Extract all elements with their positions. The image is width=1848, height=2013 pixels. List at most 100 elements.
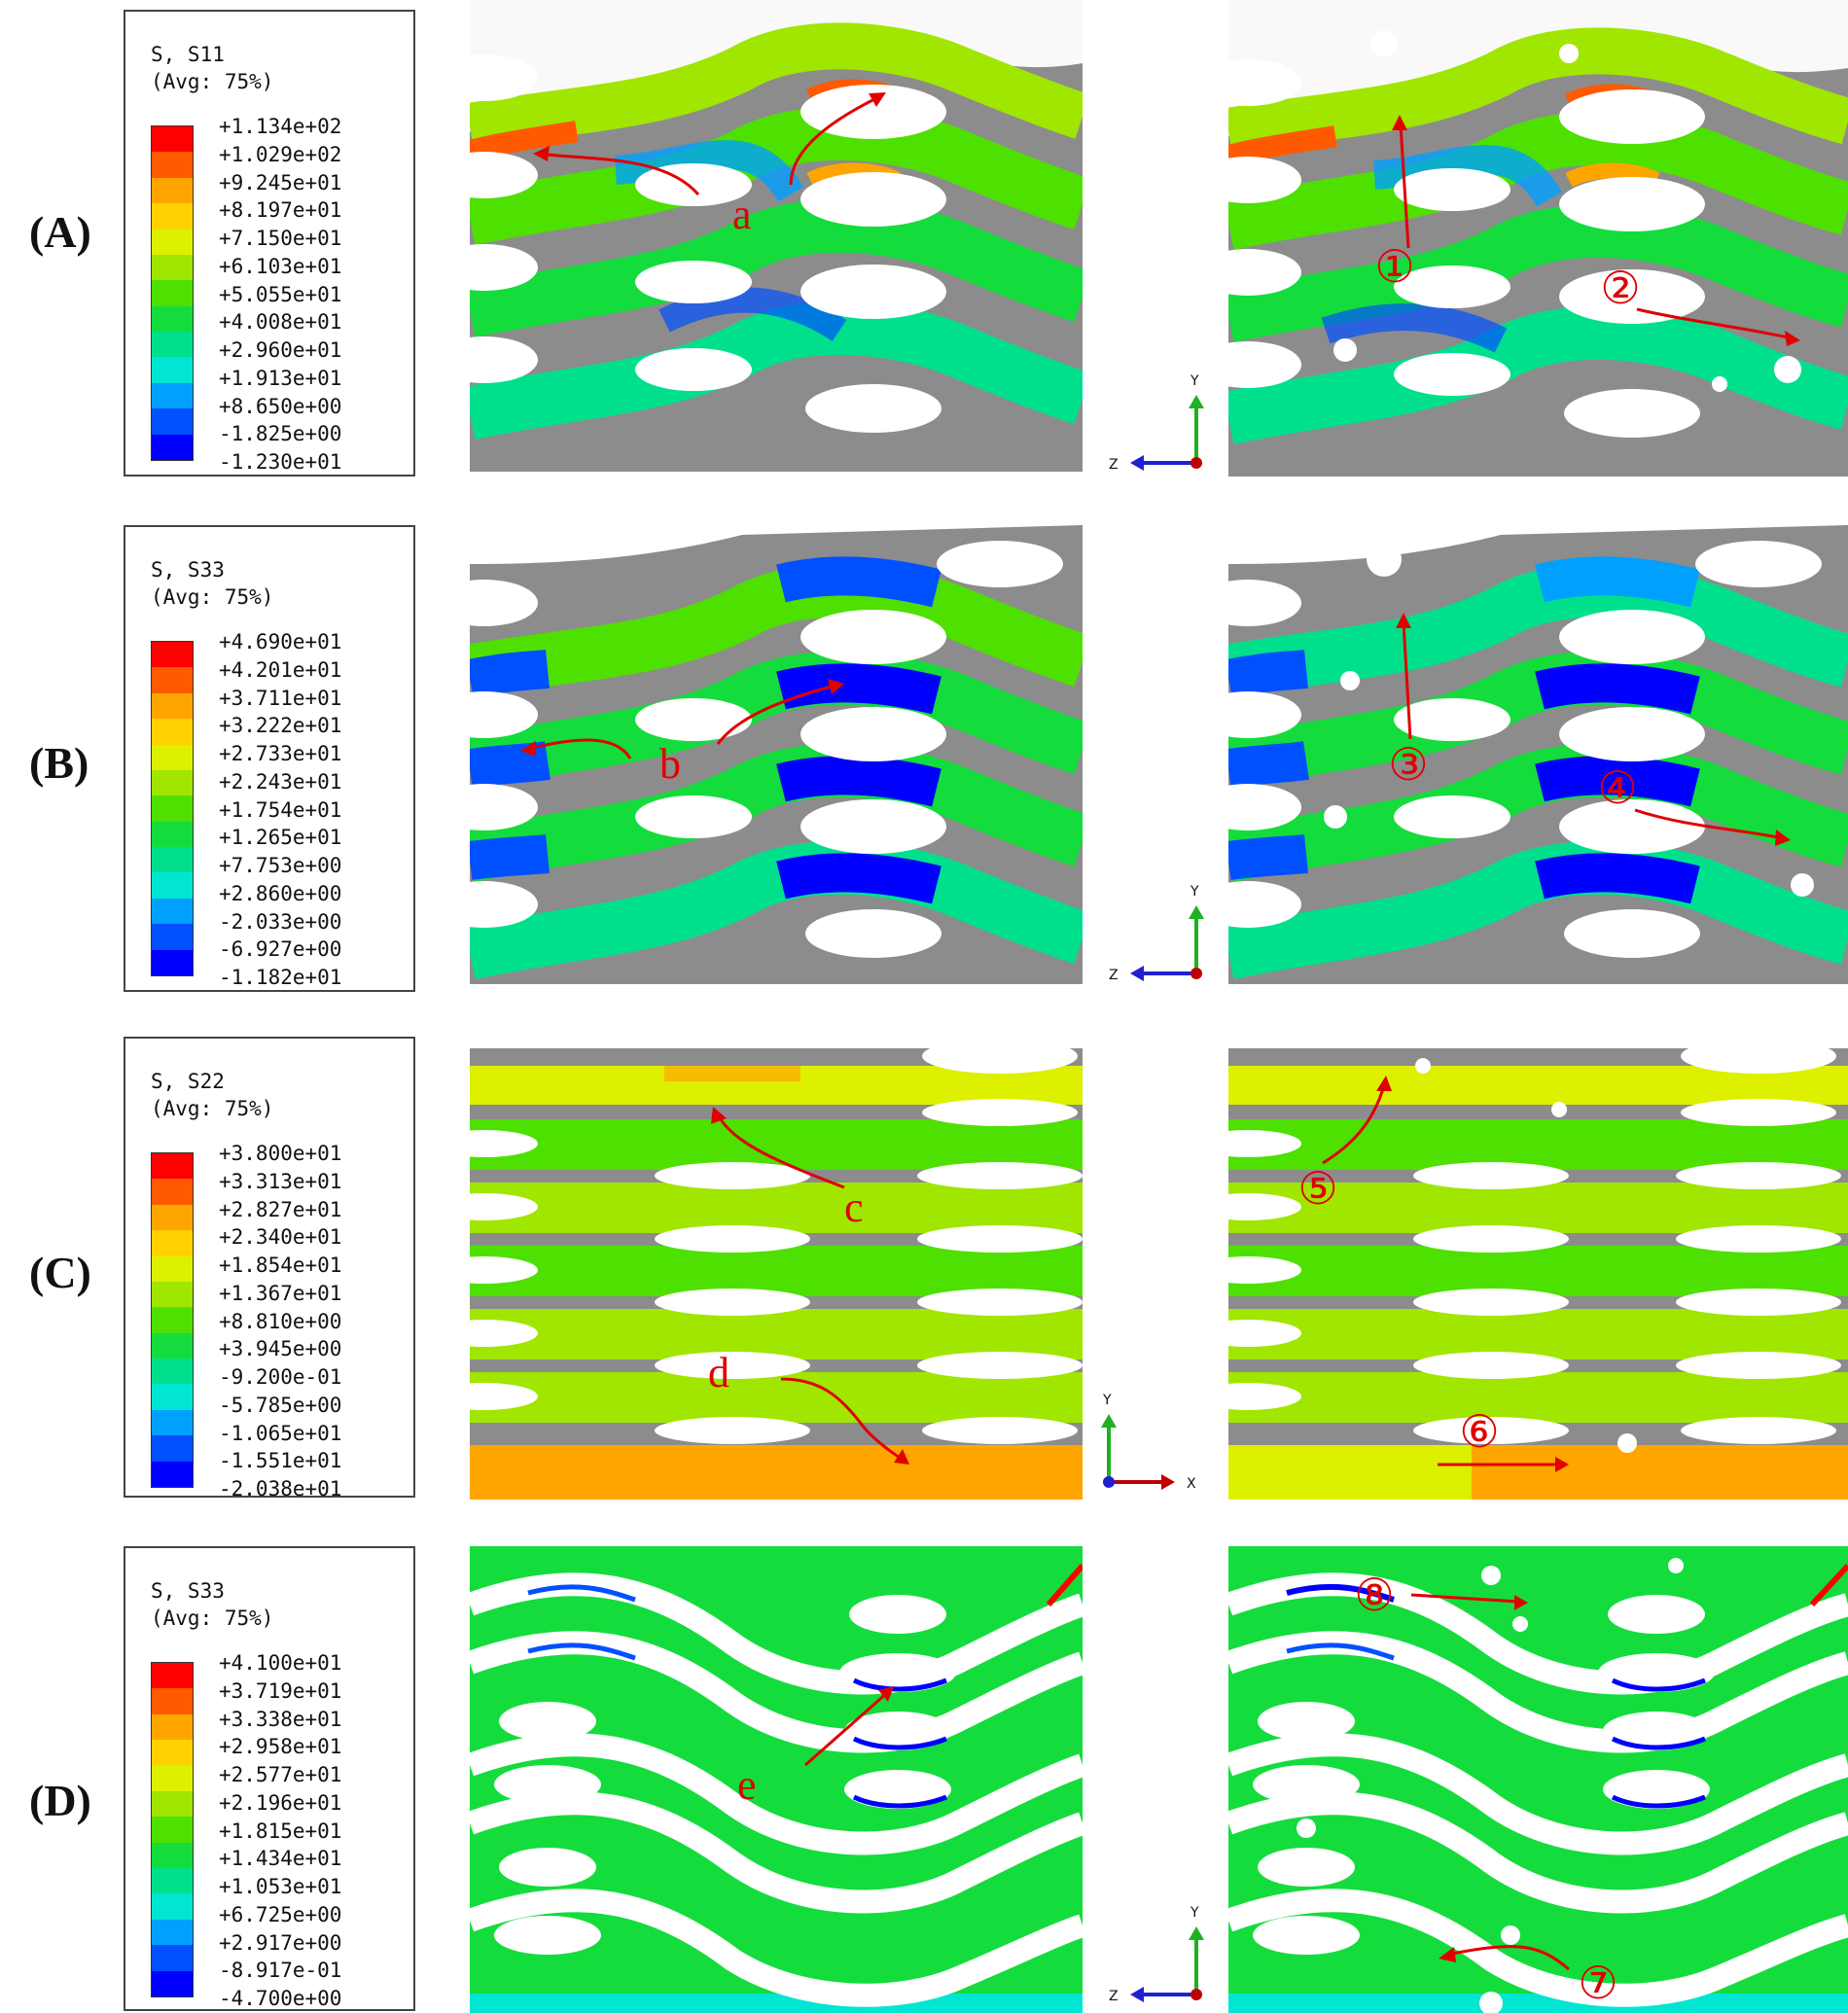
legend-value: -1.551e+01 bbox=[219, 1449, 342, 1473]
colorbar-segment bbox=[152, 1435, 193, 1462]
colorbar-d bbox=[151, 1662, 194, 1997]
legend-value: +1.134e+02 bbox=[219, 115, 342, 138]
legend-value: +1.815e+01 bbox=[219, 1819, 342, 1843]
annotation-e: e bbox=[737, 1761, 757, 1809]
legend-value: +3.719e+01 bbox=[219, 1678, 342, 1703]
axis-triad-b: Y Z bbox=[1099, 880, 1206, 987]
legend-value: +5.055e+01 bbox=[219, 282, 342, 306]
legend-value: +7.150e+01 bbox=[219, 227, 342, 250]
colorbar-segment bbox=[152, 1893, 193, 1920]
legend-value: -8.917e-01 bbox=[219, 1959, 342, 1983]
legend-c: S, S22 (Avg: 75%) +3.800e+01 +3.313e+01 +2… bbox=[124, 1037, 415, 1501]
legend-value: -1.825e+00 bbox=[219, 422, 342, 446]
legend-value: +1.367e+01 bbox=[219, 1281, 342, 1305]
colorbar-segment bbox=[152, 408, 193, 435]
legend-value: -2.038e+01 bbox=[219, 1477, 342, 1501]
legend-value: +8.197e+01 bbox=[219, 198, 342, 223]
legend-subtitle-b: (Avg: 75%) bbox=[151, 585, 274, 609]
legend-subtitle-c: (Avg: 75%) bbox=[151, 1097, 274, 1120]
axis-label-y-d: Y bbox=[1190, 1905, 1199, 1921]
legend-value: +2.827e+01 bbox=[219, 1197, 342, 1221]
legend-value: +3.945e+00 bbox=[219, 1337, 342, 1361]
legend-d: S, S33 (Avg: 75%) +4.100e+01 +3.719e+01 +3… bbox=[124, 1546, 415, 2011]
axis-label-h-c: X bbox=[1187, 1476, 1196, 1492]
colorbar-segment bbox=[152, 126, 193, 153]
axis-label-y-a: Y bbox=[1190, 373, 1199, 389]
legend-value: +2.577e+01 bbox=[219, 1763, 342, 1786]
colorbar-segment bbox=[152, 1740, 193, 1766]
legend-value: +3.338e+01 bbox=[219, 1707, 342, 1731]
axis-triad-d: Y Z bbox=[1099, 1901, 1206, 2008]
colorbar-segment bbox=[152, 152, 193, 178]
colorbar-segment bbox=[152, 1179, 193, 1205]
colorbar-segment bbox=[152, 280, 193, 306]
colorbar-segment bbox=[152, 203, 193, 230]
legend-value: +8.810e+00 bbox=[219, 1309, 342, 1333]
legend-subtitle-a: (Avg: 75%) bbox=[151, 70, 274, 93]
colorbar-segment bbox=[152, 795, 193, 822]
colorbar-segment bbox=[152, 1332, 193, 1359]
colorbar-segment bbox=[152, 1307, 193, 1333]
contour-plot-b-right: ③ ④ bbox=[1228, 525, 1848, 984]
legend-value: -4.700e+00 bbox=[219, 1987, 342, 2010]
colorbar-segment bbox=[152, 667, 193, 693]
legend-value: +7.753e+00 bbox=[219, 854, 342, 877]
legend-value: +1.754e+01 bbox=[219, 797, 342, 822]
legend-value: +6.725e+00 bbox=[219, 1902, 342, 1926]
colorbar-segment bbox=[152, 719, 193, 745]
legend-value: +1.053e+01 bbox=[219, 1875, 342, 1898]
legend-value: -2.033e+00 bbox=[219, 909, 342, 934]
colorbar-segment bbox=[152, 1281, 193, 1308]
legend-value: +8.650e+00 bbox=[219, 394, 342, 418]
axis-triad-a: Y Z bbox=[1099, 370, 1206, 477]
colorbar-b bbox=[151, 641, 194, 976]
annotation-7: ⑦ bbox=[1578, 1957, 1617, 2009]
legend-value: +1.029e+02 bbox=[219, 142, 342, 166]
contour-plot-d-left: e bbox=[470, 1546, 1083, 2013]
legend-value: +9.245e+01 bbox=[219, 170, 342, 194]
colorbar-segment bbox=[152, 949, 193, 975]
colorbar-segment bbox=[152, 177, 193, 204]
legend-value: +4.201e+01 bbox=[219, 657, 342, 682]
axis-label-h-b: Z bbox=[1109, 968, 1119, 983]
legend-value: +2.243e+01 bbox=[219, 769, 342, 794]
colorbar-a bbox=[151, 125, 194, 461]
legend-subtitle-d: (Avg: 75%) bbox=[151, 1607, 274, 1630]
annotation-1: ① bbox=[1374, 240, 1414, 293]
annotation-4: ④ bbox=[1597, 761, 1637, 814]
colorbar-segment bbox=[152, 1230, 193, 1256]
panel-label-d: (D) bbox=[29, 1776, 91, 1825]
legend-title-d: S, S33 bbox=[151, 1579, 225, 1603]
colorbar-segment bbox=[152, 1713, 193, 1741]
colorbar-segment bbox=[152, 1204, 193, 1231]
annotation-b: b bbox=[659, 740, 681, 788]
legend-value: +2.917e+00 bbox=[219, 1930, 342, 1955]
colorbar-segment bbox=[152, 872, 193, 899]
colorbar-segment bbox=[152, 1663, 193, 1689]
colorbar-segment bbox=[152, 357, 193, 383]
colorbar-segment bbox=[152, 332, 193, 358]
colorbar-segment bbox=[152, 692, 193, 720]
legend-value: +4.100e+01 bbox=[219, 1651, 342, 1675]
legend-a: S, S11 (Avg: 75%) +1.134e+02 +1.029e+02 +9… bbox=[124, 10, 415, 477]
legend-value: -1.182e+01 bbox=[219, 966, 342, 989]
legend-value: -1.230e+01 bbox=[219, 450, 342, 474]
annotation-d: d bbox=[708, 1349, 729, 1396]
colorbar-segment bbox=[152, 1765, 193, 1791]
annotation-3: ③ bbox=[1388, 738, 1428, 791]
annotation-2: ② bbox=[1600, 262, 1640, 314]
axis-label-h-d: Z bbox=[1109, 1989, 1119, 2004]
legend-value: -1.065e+01 bbox=[219, 1421, 342, 1445]
legend-value: +2.196e+01 bbox=[219, 1790, 342, 1815]
annotation-8: ⑧ bbox=[1354, 1569, 1394, 1621]
legend-title-b: S, S33 bbox=[151, 558, 225, 582]
contour-plot-c-left: c d bbox=[470, 1037, 1083, 1500]
legend-value: +2.860e+00 bbox=[219, 881, 342, 905]
colorbar-c bbox=[151, 1152, 194, 1488]
annotation-a: a bbox=[732, 191, 752, 238]
legend-value: +3.313e+01 bbox=[219, 1169, 342, 1193]
axis-label-y-c: Y bbox=[1102, 1393, 1112, 1408]
legend-value: +3.711e+01 bbox=[219, 686, 342, 710]
legend-value: +6.103e+01 bbox=[219, 254, 342, 278]
panel-label-a: (A) bbox=[29, 207, 91, 257]
